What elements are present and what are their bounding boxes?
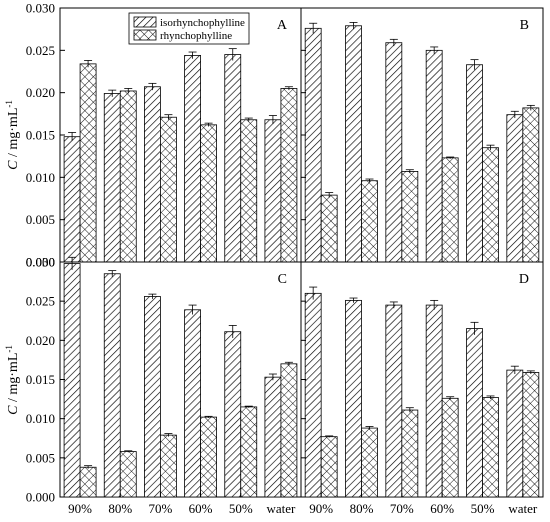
legend-swatch-isorhynchophylline (133, 16, 157, 28)
bar-A-isorhynchophylline-60% (184, 55, 201, 263)
bar-C-isorhynchophylline-60% (184, 309, 201, 498)
y-axis-label-bottom: C / mg·mL-1 (4, 345, 21, 415)
x-tick-label: 90% (309, 501, 333, 516)
x-tick-label: 80% (350, 501, 374, 516)
bar-C-isorhynchophylline-water (264, 376, 282, 498)
y-tick-label: 0.000 (26, 255, 55, 270)
bar-B-isorhynchophylline-50% (466, 64, 483, 263)
bar-A-isorhynchophylline-water (264, 119, 282, 263)
legend-swatch-rhynchophylline (133, 29, 157, 41)
panel-label-C: C (278, 272, 287, 287)
x-tick-label: water (266, 501, 296, 516)
bar-D-rhynchophylline-water (522, 372, 540, 498)
bar-B-rhynchophylline-90% (320, 194, 338, 263)
bar-C-rhynchophylline-50% (240, 406, 258, 498)
bar-B-rhynchophylline-60% (441, 157, 459, 263)
x-tick-label: 90% (68, 501, 92, 516)
y-axis-variable: C (6, 405, 21, 415)
legend-label-rhynchophylline: rhynchophylline (160, 30, 232, 42)
bar-A-rhynchophylline-60% (200, 124, 217, 263)
bar-B-isorhynchophylline-80% (345, 25, 362, 263)
x-tick-label: 70% (390, 501, 414, 516)
bar-A-rhynchophylline-water (280, 88, 298, 263)
bar-D-isorhynchophylline-70% (385, 304, 403, 498)
panel-label-D: D (519, 272, 529, 287)
bar-A-rhynchophylline-80% (119, 90, 137, 263)
x-tick-label: 60% (189, 501, 213, 516)
bar-B-isorhynchophylline-water (506, 114, 524, 263)
bar-D-rhynchophylline-60% (441, 397, 459, 498)
bar-B-rhynchophylline-80% (361, 180, 378, 263)
bar-B-isorhynchophylline-70% (385, 42, 403, 263)
y-tick-label: 0.005 (26, 212, 55, 227)
bar-C-rhynchophylline-60% (200, 416, 217, 498)
y-tick-label: 0.010 (26, 170, 55, 185)
bar-A-rhynchophylline-70% (160, 116, 177, 263)
bar-B-rhynchophylline-70% (401, 171, 419, 263)
x-tick-label: water (508, 501, 538, 516)
bar-D-isorhynchophylline-water (506, 369, 524, 498)
bar-C-rhynchophylline-80% (119, 451, 137, 498)
y-tick-label: 0.030 (26, 255, 55, 270)
bar-B-rhynchophylline-50% (482, 147, 499, 263)
bar-D-isorhynchophylline-80% (345, 299, 362, 498)
bar-C-isorhynchophylline-90% (63, 263, 81, 498)
y-tick-label: 0.020 (26, 85, 55, 100)
y-tick-label: 0.020 (26, 333, 55, 348)
bar-D-rhynchophylline-80% (361, 427, 378, 498)
bar-D-rhynchophylline-90% (320, 436, 338, 498)
legend-label-isorhynchophylline: isorhynchophylline (160, 17, 245, 29)
bar-B-rhynchophylline-water (522, 107, 540, 263)
x-tick-label: 50% (471, 501, 495, 516)
bar-D-isorhynchophylline-90% (304, 292, 322, 498)
y-axis-exponent: -1 (4, 100, 14, 108)
bar-C-isorhynchophylline-50% (224, 331, 242, 498)
bar-D-isorhynchophylline-60% (425, 304, 443, 498)
panel-label-A: A (277, 18, 288, 33)
y-axis-label-top: C / mg·mL-1 (4, 100, 21, 170)
bar-C-rhynchophylline-water (280, 363, 298, 498)
x-tick-label: 70% (148, 501, 172, 516)
x-tick-label: 80% (108, 501, 132, 516)
bar-A-isorhynchophylline-50% (224, 54, 242, 263)
bar-B-isorhynchophylline-60% (425, 49, 443, 263)
panel-label-B: B (520, 18, 529, 33)
bar-D-isorhynchophylline-50% (466, 328, 483, 498)
bar-A-isorhynchophylline-90% (63, 136, 81, 263)
y-axis-unit: / mg·mL (6, 353, 21, 406)
x-tick-label: 50% (229, 501, 253, 516)
y-tick-label: 0.000 (26, 490, 55, 505)
bar-A-rhynchophylline-90% (79, 63, 97, 263)
y-tick-label: 0.015 (26, 372, 55, 387)
bar-C-rhynchophylline-70% (160, 434, 177, 498)
x-tick-label: 60% (430, 501, 454, 516)
y-tick-label: 0.005 (26, 450, 55, 465)
bar-A-isorhynchophylline-70% (144, 86, 161, 263)
y-tick-label: 0.030 (26, 1, 55, 16)
y-tick-label: 0.015 (26, 128, 55, 143)
bar-D-rhynchophylline-70% (401, 409, 419, 498)
bar-A-rhynchophylline-50% (240, 119, 258, 263)
y-axis-exponent: -1 (4, 345, 14, 353)
y-tick-label: 0.010 (26, 411, 55, 426)
y-axis-variable: C (6, 160, 21, 170)
bar-A-isorhynchophylline-80% (103, 93, 121, 263)
y-axis-unit: / mg·mL (6, 108, 21, 161)
bar-C-isorhynchophylline-70% (144, 296, 161, 498)
y-tick-label: 0.025 (26, 43, 55, 58)
y-tick-label: 0.025 (26, 294, 55, 309)
bar-B-isorhynchophylline-90% (304, 27, 322, 263)
bar-D-rhynchophylline-50% (482, 397, 499, 498)
bar-C-rhynchophylline-90% (79, 466, 97, 498)
bar-C-isorhynchophylline-80% (103, 273, 121, 498)
